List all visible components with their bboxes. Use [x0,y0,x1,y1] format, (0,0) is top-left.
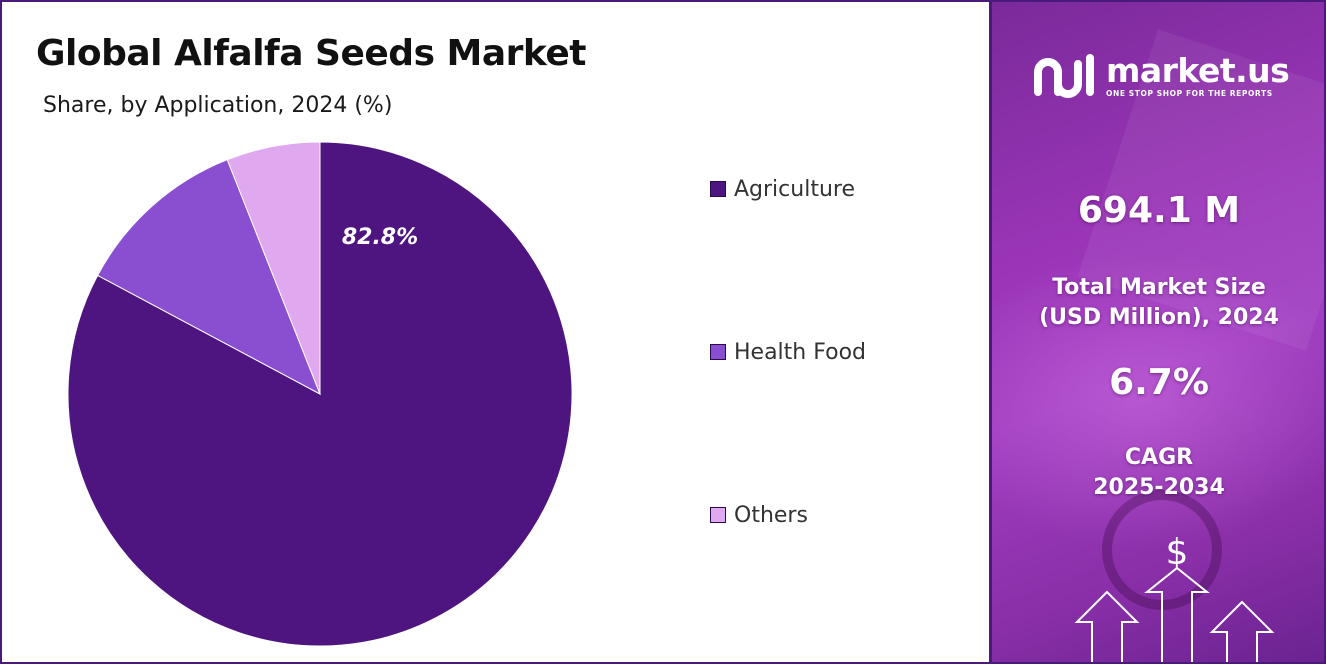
legend-item-others: Others [710,501,808,529]
legend-label-others: Others [734,502,808,528]
legend-label-agriculture: Agriculture [734,176,855,202]
legend-label-health-food: Health Food [734,339,866,365]
legend-swatch-health-food [710,344,726,360]
cagr-value: 6.7% [1109,362,1209,403]
brand-logo[interactable]: market.us ONE STOP SHOP FOR THE REPORTS [1032,48,1290,104]
legend-swatch-others [710,507,726,523]
dollar-icon: $ [1166,532,1189,573]
legend-swatch-agriculture [710,181,726,197]
pie-slice-health-food [96,159,321,396]
cagr-label-line2: 2025-2034 [1093,475,1225,500]
cagr-label-line1: CAGR [1124,445,1194,470]
chart-title: Global Alfalfa Seeds Market [36,33,587,74]
market-us-logo-icon [1034,54,1094,98]
market-size-label-line1: Total Market Size [1052,275,1266,300]
growth-arrows-icon: $ [1074,532,1275,664]
brand-tagline: ONE STOP SHOP FOR THE REPORTS [1106,89,1273,98]
market-size-value: 694.1 M [1077,190,1241,231]
panel-divider [989,0,992,664]
data-label-agriculture: 82.8% [342,225,418,250]
legend-item-agriculture: Agriculture [710,175,855,203]
legend-item-health-food: Health Food [710,338,866,366]
summary-panel: market.us ONE STOP SHOP FOR THE REPORTS … [992,0,1326,664]
brand-name: market.us [1106,51,1290,90]
pie-slice-others [226,141,321,395]
chart-subtitle: Share, by Application, 2024 (%) [43,93,393,118]
market-size-label-line2: (USD Million), 2024 [1039,305,1279,330]
chart-panel: Global Alfalfa Seeds Market Share, by Ap… [36,33,866,647]
pie-chart: 82.8% [67,141,573,647]
